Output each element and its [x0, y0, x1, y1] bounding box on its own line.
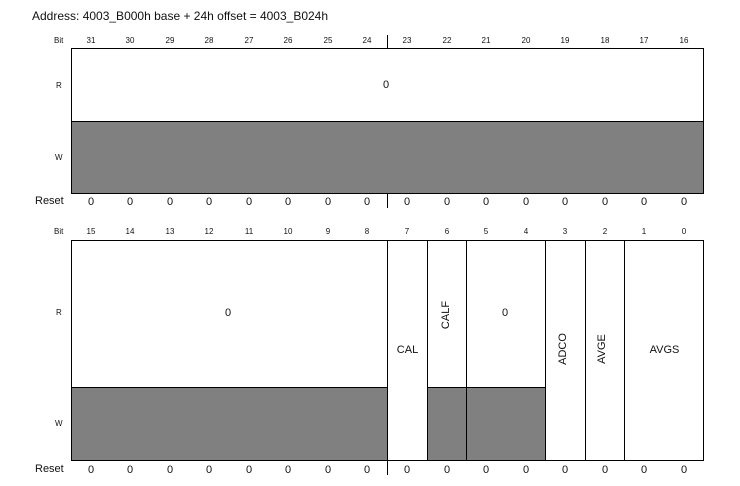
calf-field-label: CALF — [440, 300, 453, 330]
reset-value: 0 — [403, 464, 411, 476]
bit-number: 13 — [165, 227, 175, 236]
bit-number: 25 — [323, 36, 333, 45]
reset-value: 0 — [403, 196, 411, 208]
reset-value: 0 — [522, 464, 530, 476]
bit-number: 26 — [283, 36, 293, 45]
avge-field-label: AVGE — [595, 334, 608, 364]
halfword-divider-tick — [387, 35, 388, 48]
reset-value: 0 — [482, 464, 490, 476]
field-divider-calf — [427, 240, 428, 461]
bit-number: 24 — [362, 36, 372, 45]
bit-number: 17 — [639, 36, 649, 45]
reserved-mid-write-field — [466, 387, 546, 461]
reset-value: 0 — [126, 196, 134, 208]
bit-number: 21 — [481, 36, 491, 45]
bit-number: 22 — [442, 36, 452, 45]
reset-value: 0 — [680, 464, 688, 476]
bit-number: 18 — [600, 36, 610, 45]
field-divider-avgs — [624, 240, 625, 461]
reset-value: 0 — [363, 196, 371, 208]
upper-write-field — [71, 121, 704, 194]
reset-row-label-upper: Reset — [35, 195, 64, 207]
bit-number: 28 — [204, 36, 214, 45]
reserved-mid-read-value: 0 — [502, 307, 509, 319]
reset-value: 0 — [87, 464, 95, 476]
reset-value: 0 — [205, 464, 213, 476]
bit-number: 19 — [560, 36, 570, 45]
calf-write-field — [427, 387, 467, 461]
bit-number: 11 — [244, 227, 254, 236]
address-line: Address: 4003_B000h base + 24h offset = … — [32, 9, 329, 23]
reset-value: 0 — [482, 196, 490, 208]
bit-number: 23 — [402, 36, 412, 45]
reset-divider-tick-lower — [387, 460, 388, 475]
avgs-field-label: AVGS — [649, 344, 680, 356]
bit-number: 20 — [521, 36, 531, 45]
adco-field-label: ADCO — [556, 333, 569, 365]
bit-number: 29 — [165, 36, 175, 45]
reset-divider-tick-upper — [387, 193, 388, 208]
field-divider-adco — [545, 240, 546, 461]
reset-value: 0 — [443, 196, 451, 208]
reset-value: 0 — [126, 464, 134, 476]
r-row-label-upper: R — [56, 81, 62, 90]
reset-value: 0 — [601, 464, 609, 476]
bit-number: 6 — [444, 227, 450, 236]
bit-row-label-upper: Bit — [54, 36, 64, 45]
reset-value: 0 — [561, 464, 569, 476]
bit-number: 10 — [283, 227, 293, 236]
bit-number: 16 — [679, 36, 689, 45]
bit-number: 1 — [641, 227, 647, 236]
w-row-label-lower: W — [55, 419, 63, 428]
bit-number: 2 — [602, 227, 608, 236]
r-row-label-lower: R — [56, 308, 62, 317]
reset-value: 0 — [245, 196, 253, 208]
reset-value: 0 — [205, 196, 213, 208]
bit-number: 8 — [364, 227, 370, 236]
upper-read-value: 0 — [383, 79, 390, 91]
reset-value: 0 — [363, 464, 371, 476]
reserved-high-read-value: 0 — [225, 307, 232, 319]
field-divider-avge — [585, 240, 586, 461]
w-row-label-upper: W — [55, 153, 63, 162]
reset-value: 0 — [522, 196, 530, 208]
bit-number: 31 — [86, 36, 96, 45]
bit-number: 12 — [204, 227, 214, 236]
bit-number: 27 — [244, 36, 254, 45]
reset-value: 0 — [640, 464, 648, 476]
upper-read-field — [71, 48, 704, 122]
bit-number: 5 — [483, 227, 489, 236]
bit-number: 30 — [125, 36, 135, 45]
reset-value: 0 — [87, 196, 95, 208]
bit-number: 0 — [681, 227, 687, 236]
reset-value: 0 — [324, 196, 332, 208]
cal-field-label: CAL — [396, 344, 419, 356]
bit-number: 3 — [562, 227, 568, 236]
reset-value: 0 — [284, 464, 292, 476]
reset-value: 0 — [324, 464, 332, 476]
reset-value: 0 — [166, 196, 174, 208]
reset-value: 0 — [443, 464, 451, 476]
reset-value: 0 — [561, 196, 569, 208]
bit-row-label-lower: Bit — [54, 227, 64, 236]
reset-row-label-lower: Reset — [35, 463, 64, 475]
bit-number: 15 — [86, 227, 96, 236]
reset-value: 0 — [284, 196, 292, 208]
reset-value: 0 — [680, 196, 688, 208]
reset-value: 0 — [245, 464, 253, 476]
reserved-high-write-field — [71, 387, 388, 461]
bit-number: 9 — [325, 227, 331, 236]
bit-number: 14 — [125, 227, 135, 236]
field-divider-cal — [387, 240, 388, 461]
reset-value: 0 — [601, 196, 609, 208]
reset-value: 0 — [166, 464, 174, 476]
reset-value: 0 — [640, 196, 648, 208]
bit-number: 7 — [404, 227, 410, 236]
bit-number: 4 — [523, 227, 529, 236]
field-divider-reserved-mid — [466, 240, 467, 461]
